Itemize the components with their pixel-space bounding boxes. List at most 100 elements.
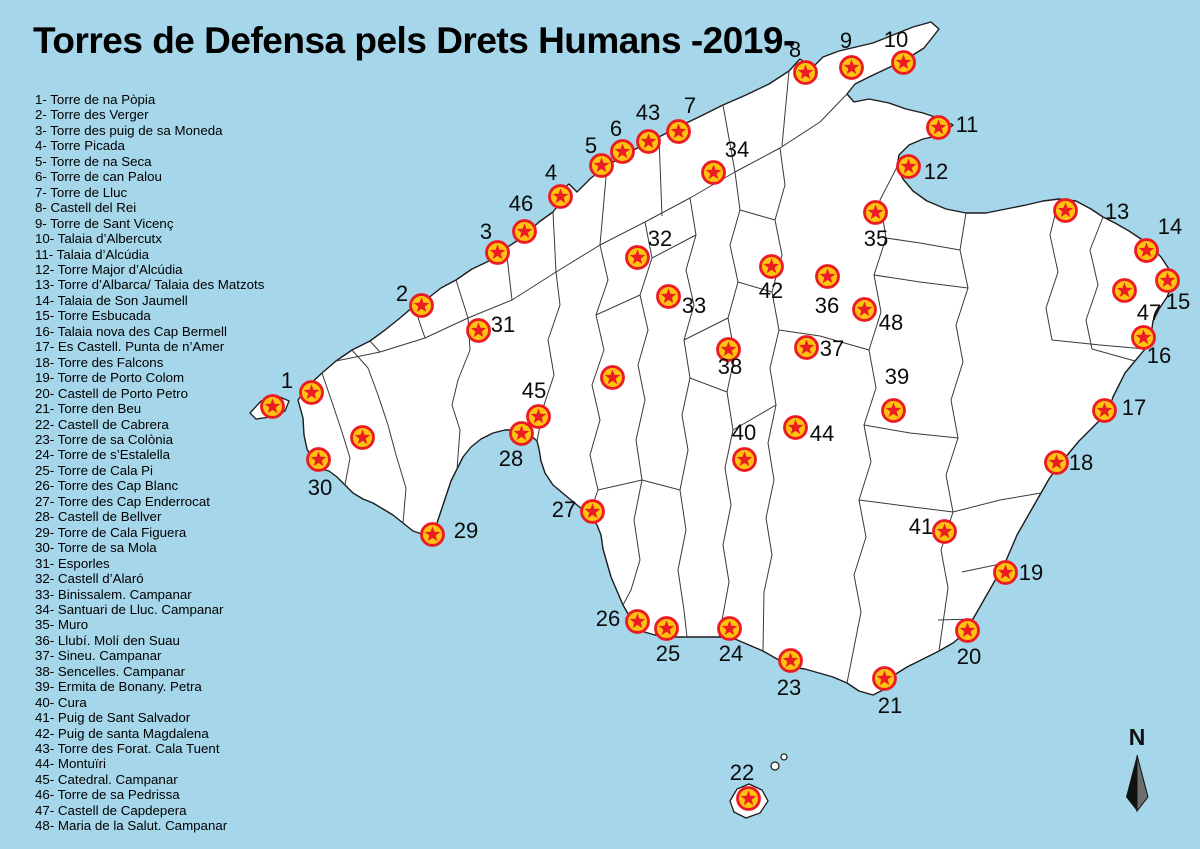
tower-marker <box>624 608 651 635</box>
marker-number: 42 <box>758 278 784 303</box>
marker-number: 16 <box>1146 343 1172 368</box>
marker-number: 3 <box>479 219 493 244</box>
tower-marker <box>419 521 446 548</box>
legend-item: 17- Es Castell. Punta de n’Amer <box>35 339 225 355</box>
tower-marker <box>716 615 743 642</box>
marker-number: 11 <box>955 112 979 137</box>
tower-marker <box>895 153 922 180</box>
tower-star-icon <box>1133 237 1159 263</box>
legend-item: 47- Castell de Capdepera <box>35 802 187 818</box>
tower-star-icon <box>624 608 650 634</box>
tower-star-icon <box>599 364 625 390</box>
tower-star-icon <box>665 118 691 144</box>
legend-item: 19- Torre de Porto Colom <box>35 370 185 386</box>
tower-marker <box>1091 397 1118 424</box>
legend-item: 22- Castell de Cabrera <box>35 416 169 432</box>
tower-marker <box>655 283 682 310</box>
tower-marker <box>511 218 538 245</box>
legend-item: 45- Catedral. Campanar <box>35 771 178 787</box>
legend-item: 21- Torre den Beu <box>35 401 142 417</box>
marker-number: 2 <box>395 281 409 306</box>
north-arrow-icon <box>1126 754 1149 813</box>
tower-star-icon <box>511 218 537 244</box>
legend-item: 36- Llubí. Molí den Suau <box>35 632 180 648</box>
legend-item: 32- Castell d’Alaró <box>35 571 144 587</box>
tower-marker <box>838 54 865 81</box>
legend-item: 38- Sencelles. Campanar <box>35 663 186 679</box>
tower-marker <box>1111 277 1138 304</box>
tower-star-icon <box>547 183 573 209</box>
legend-item: 10- Talaia d’Albercutx <box>35 231 162 247</box>
marker-number: 25 <box>655 641 681 666</box>
marker-number: 5 <box>584 133 598 158</box>
tower-star-icon <box>814 263 840 289</box>
legend-item: 2- Torre des Verger <box>35 107 149 123</box>
legend-item: 34- Santuari de Lluc. Campanar <box>35 601 224 617</box>
tower-marker <box>792 59 819 86</box>
tower-star-icon <box>838 54 864 80</box>
legend-item: 42- Puig de santa Magdalena <box>35 725 209 741</box>
tower-star-icon <box>525 403 551 429</box>
tower-star-icon <box>653 615 679 641</box>
legend-item: 18- Torre des Falcons <box>35 354 164 370</box>
marker-number: 4 <box>544 160 558 185</box>
tower-marker <box>525 403 552 430</box>
tower-marker <box>408 292 435 319</box>
tower-marker <box>814 263 841 290</box>
marker-number: 9 <box>839 28 853 53</box>
marker-number: 14 <box>1157 214 1183 239</box>
legend-item: 25- Torre de Cala Pi <box>35 462 154 478</box>
tower-marker <box>954 617 981 644</box>
tower-marker <box>635 128 662 155</box>
tower-marker <box>508 420 535 447</box>
marker-number: 7 <box>683 93 697 118</box>
marker-number: 22 <box>729 760 755 785</box>
legend-item: 31- Esporles <box>35 555 110 571</box>
tower-marker <box>925 114 952 141</box>
tower-star-icon <box>992 559 1018 585</box>
marker-number: 30 <box>307 475 333 500</box>
tower-marker <box>777 647 804 674</box>
legend-item: 13- Torre d’Albarca/ Talaia des Matzots <box>35 277 265 293</box>
tower-marker <box>1133 237 1160 264</box>
marker-number: 8 <box>788 37 802 62</box>
marker-number: 17 <box>1121 395 1147 420</box>
marker-number: 33 <box>681 293 707 318</box>
tower-star-icon <box>890 49 916 75</box>
tower-marker <box>758 253 785 280</box>
legend-item: 12- Torre Major d’Alcúdia <box>35 261 183 277</box>
legend-item: 15- Torre Esbucada <box>35 308 151 324</box>
tower-marker <box>1130 324 1157 351</box>
tower-marker <box>782 414 809 441</box>
tower-star-icon <box>851 296 877 322</box>
compass: N <box>1109 724 1165 820</box>
marker-number: 19 <box>1018 560 1044 585</box>
marker-number: 32 <box>647 226 673 251</box>
legend-item: 28- Castell de Bellver <box>35 509 162 525</box>
legend-item: 23- Torre de sa Colònia <box>35 431 173 447</box>
tower-marker <box>1154 267 1181 294</box>
legend-item: 6- Torre de can Palou <box>35 169 162 185</box>
tower-star-icon <box>624 244 650 270</box>
tower-marker <box>735 785 762 812</box>
legend-item: 16- Talaia nova des Cap Bermell <box>35 323 227 339</box>
marker-number: 12 <box>923 159 949 184</box>
legend-item: 20- Castell de Porto Petro <box>35 385 188 401</box>
tower-star-icon <box>1043 449 1069 475</box>
tower-star-icon <box>782 414 808 440</box>
tower-star-icon <box>871 665 897 691</box>
legend-item: 26- Torre des Cap Blanc <box>35 478 179 494</box>
legend-item: 37- Sineu. Campanar <box>35 648 162 664</box>
tower-star-icon <box>716 615 742 641</box>
tower-star-icon <box>862 199 888 225</box>
tower-marker <box>851 296 878 323</box>
tower-star-icon <box>408 292 434 318</box>
tower-marker <box>588 152 615 179</box>
tower-marker <box>298 379 325 406</box>
marker-number: 35 <box>863 226 889 251</box>
legend-item: 30- Torre de sa Mola <box>35 540 157 556</box>
legend-item: 7- Torre de Lluc <box>35 184 128 200</box>
tower-star-icon <box>508 420 534 446</box>
